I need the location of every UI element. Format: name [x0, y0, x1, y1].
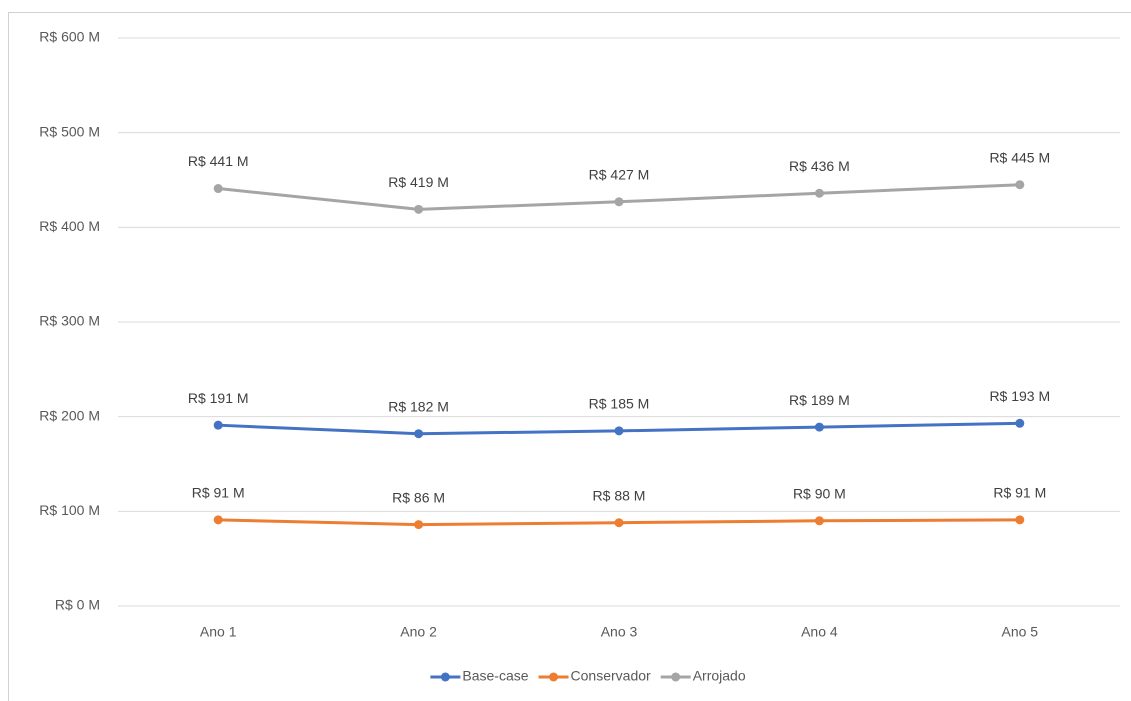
- point: [1015, 418, 1025, 428]
- point: [614, 518, 624, 528]
- data-label: R$ 419 M: [388, 174, 449, 190]
- data-label: R$ 193 M: [989, 388, 1050, 404]
- x-tick-label: Ano 1: [200, 624, 237, 640]
- legend-label: Conservador: [571, 668, 651, 684]
- y-tick-label: R$ 400 M: [39, 218, 100, 234]
- x-tick-label: Ano 2: [400, 624, 437, 640]
- data-label: R$ 91 M: [993, 485, 1046, 501]
- y-tick-label: R$ 100 M: [39, 502, 100, 518]
- point: [414, 520, 424, 530]
- data-label: R$ 441 M: [188, 153, 249, 169]
- y-tick-label: R$ 600 M: [39, 29, 100, 45]
- point: [814, 422, 824, 432]
- point: [213, 420, 223, 430]
- legend-marker: [671, 672, 681, 682]
- point: [614, 426, 624, 436]
- legend-label: Base-case: [462, 668, 528, 684]
- legend-marker: [549, 672, 559, 682]
- x-tick-label: Ano 4: [801, 624, 838, 640]
- data-label: R$ 182 M: [388, 398, 449, 414]
- point: [1015, 180, 1025, 190]
- y-tick-label: R$ 0 M: [55, 597, 100, 613]
- data-label: R$ 88 M: [593, 487, 646, 503]
- y-tick-label: R$ 500 M: [39, 123, 100, 139]
- point: [814, 188, 824, 198]
- y-tick-label: R$ 300 M: [39, 313, 100, 329]
- data-label: R$ 86 M: [392, 489, 445, 505]
- y-tick-label: R$ 200 M: [39, 407, 100, 423]
- legend-label: Arrojado: [693, 668, 746, 684]
- point: [414, 204, 424, 214]
- data-label: R$ 189 M: [789, 392, 850, 408]
- data-label: R$ 436 M: [789, 158, 850, 174]
- point: [414, 429, 424, 439]
- data-label: R$ 185 M: [589, 396, 650, 412]
- x-tick-label: Ano 3: [601, 624, 638, 640]
- legend-marker: [440, 672, 450, 682]
- data-label: R$ 191 M: [188, 390, 249, 406]
- data-label: R$ 445 M: [989, 149, 1050, 165]
- data-label: R$ 91 M: [192, 485, 245, 501]
- x-tick-label: Ano 5: [1002, 624, 1039, 640]
- point: [614, 197, 624, 207]
- data-label: R$ 427 M: [589, 166, 650, 182]
- point: [213, 515, 223, 525]
- data-label: R$ 90 M: [793, 486, 846, 502]
- point: [213, 184, 223, 194]
- point: [814, 516, 824, 526]
- point: [1015, 515, 1025, 525]
